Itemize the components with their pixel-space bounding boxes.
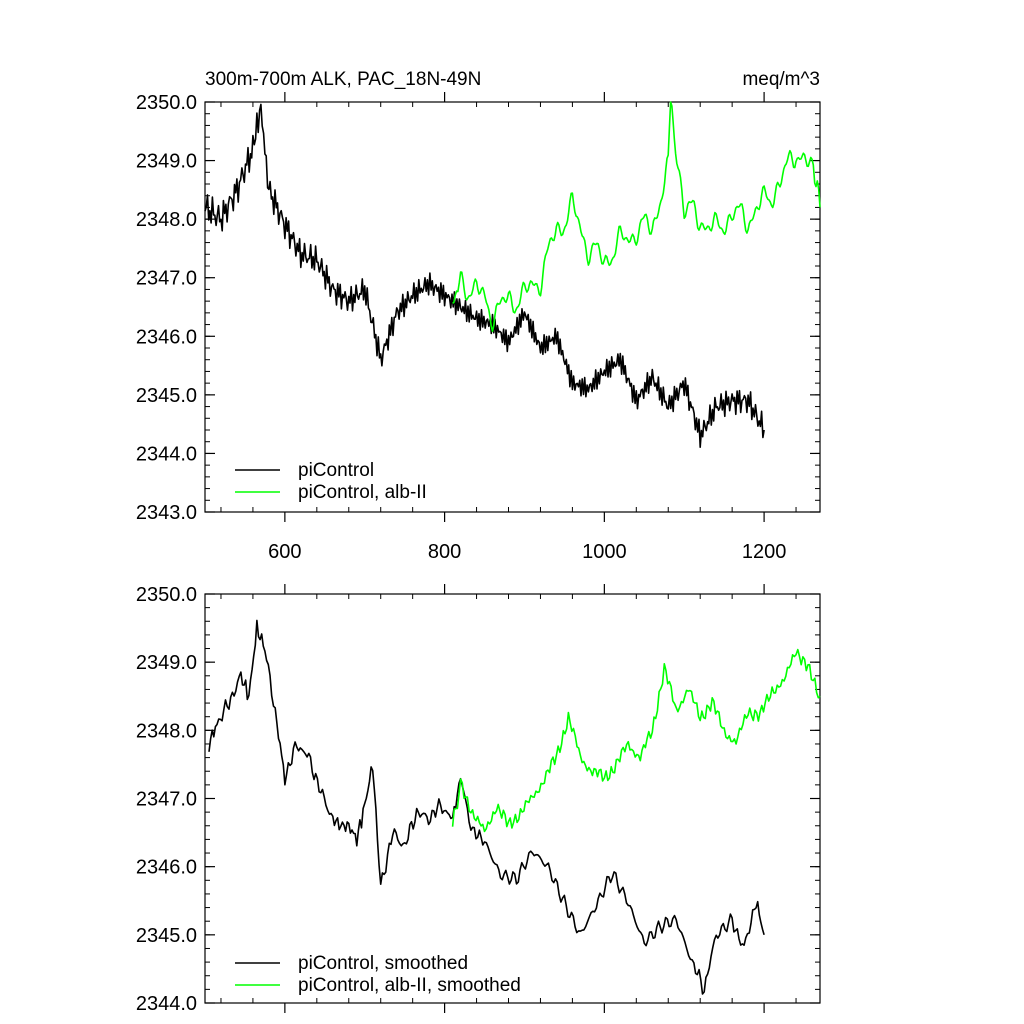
bottom-panel: 2344.0 2345.0 2346.0 2347.0 2348.0 2349.0 2350…	[136, 584, 821, 1015]
bottom-series-picontrol-smoothed	[208, 619, 765, 995]
top-x-tick-label: 600	[268, 541, 301, 563]
top-plot-frame	[204, 101, 821, 513]
bottom-y-tick-label: 2348.0	[136, 720, 197, 742]
top-y-tick-label: 2348.0	[136, 209, 197, 231]
top-x-tick-label: 1000	[582, 541, 627, 563]
bottom-legend-label-picontrol-smoothed: piControl, smoothed	[298, 953, 468, 974]
chart-title: 300m-700m ALK, PAC_18N-49N	[205, 69, 481, 90]
top-panel: 2343.0 2344.0 2345.0 2346.0 2347.0 2348.0 2349…	[136, 92, 821, 563]
top-y-tick-label: 2346.0	[136, 326, 197, 348]
bottom-y-tick-label: 2349.0	[136, 652, 197, 674]
top-y-tick-label: 2345.0	[136, 385, 197, 407]
bottom-y-tick-label: 2350.0	[136, 584, 197, 606]
top-y-tick-label: 2343.0	[136, 502, 197, 524]
top-y-tick-label: 2347.0	[136, 268, 197, 290]
top-series-picontrol-alb-ii	[452, 101, 821, 333]
top-series-picontrol	[204, 103, 765, 449]
top-y-tick-label: 2350.0	[136, 92, 197, 114]
bottom-legend-label-picontrol-alb-ii-smoothed: piControl, alb-II, smoothed	[298, 975, 521, 996]
bottom-y-tick-label: 2344.0	[136, 993, 197, 1015]
top-legend-label-picontrol: piControl	[298, 460, 374, 481]
top-x-tick-label: 800	[428, 541, 461, 563]
top-legend-label-picontrol-alb-ii: piControl, alb-II	[298, 482, 427, 503]
top-x-tick-label: 1200	[742, 541, 787, 563]
bottom-series-picontrol-alb-ii-smoothed	[451, 648, 821, 833]
bottom-plot-frame	[204, 593, 821, 1004]
bottom-y-tick-label: 2347.0	[136, 789, 197, 811]
top-y-tick-label: 2349.0	[136, 151, 197, 173]
bottom-y-tick-label: 2346.0	[136, 857, 197, 879]
top-y-tick-label: 2344.0	[136, 443, 197, 465]
units-label: meq/m^3	[742, 69, 820, 90]
bottom-y-tick-label: 2345.0	[136, 925, 197, 947]
